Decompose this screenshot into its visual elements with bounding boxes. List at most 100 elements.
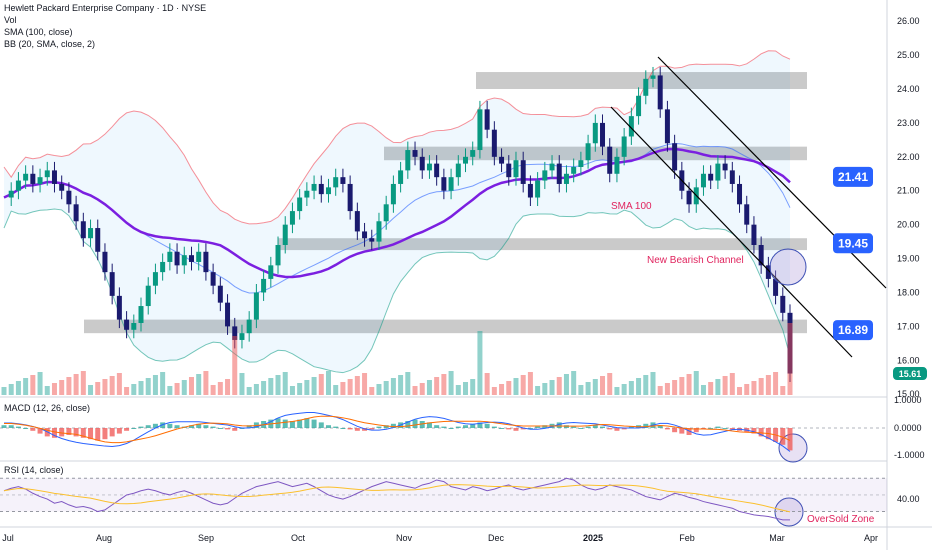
candle-body bbox=[95, 228, 101, 252]
candle-body bbox=[23, 173, 29, 181]
candle-body bbox=[390, 183, 396, 205]
candle-body bbox=[563, 173, 569, 184]
volume-bar bbox=[51, 383, 57, 395]
candle-body bbox=[347, 183, 353, 212]
volume-bar bbox=[520, 375, 526, 395]
candle-body bbox=[686, 190, 692, 205]
volume-bar bbox=[715, 379, 721, 395]
candle-body bbox=[30, 173, 36, 184]
volume-bar bbox=[679, 377, 685, 395]
candle-body bbox=[8, 190, 14, 198]
volume-bar bbox=[441, 374, 447, 395]
macd-histogram-bar bbox=[59, 428, 65, 437]
macd-histogram-bar bbox=[325, 425, 331, 428]
volume-bar bbox=[535, 386, 541, 395]
volume-bar bbox=[15, 381, 21, 395]
macd-histogram-bar bbox=[592, 425, 598, 428]
candle-body bbox=[700, 173, 706, 188]
volume-bar bbox=[318, 374, 324, 395]
macd-histogram-bar bbox=[448, 428, 454, 429]
volume-bar bbox=[297, 383, 303, 395]
candle-body bbox=[607, 146, 613, 174]
volume-bar bbox=[636, 378, 642, 395]
volume-bar bbox=[1, 387, 7, 395]
price-tick-label: 20.00 bbox=[897, 220, 920, 230]
macd-histogram-bar bbox=[751, 428, 757, 434]
candle-body bbox=[448, 177, 454, 191]
volume-bar bbox=[217, 382, 223, 395]
macd-histogram-bar bbox=[470, 423, 476, 428]
macd-histogram-bar bbox=[354, 428, 360, 431]
volume-bar bbox=[470, 379, 476, 395]
legend-vol: Vol bbox=[4, 15, 17, 25]
candle-body bbox=[318, 183, 324, 195]
bearish-channel-lower-line bbox=[610, 106, 853, 358]
candle-body bbox=[455, 163, 461, 178]
time-axis-label: 2025 bbox=[583, 533, 603, 543]
candle-body bbox=[116, 295, 122, 320]
macd-histogram-bar bbox=[196, 423, 202, 428]
volume-bar bbox=[203, 371, 209, 395]
volume-bar bbox=[289, 386, 295, 395]
volume-bar bbox=[80, 371, 86, 395]
bollinger-upper-line bbox=[3, 50, 791, 225]
macd-histogram-bar bbox=[405, 421, 411, 428]
volume-bar bbox=[196, 374, 202, 395]
volume-bar bbox=[398, 375, 404, 395]
candle-body bbox=[181, 255, 187, 266]
macd-histogram-bar bbox=[434, 425, 440, 428]
volume-bar bbox=[73, 374, 79, 395]
macd-histogram-bar bbox=[664, 428, 670, 430]
macd-histogram-bar bbox=[160, 422, 166, 428]
macd-histogram-bar bbox=[102, 428, 108, 440]
price-tick-label: 15.00 bbox=[897, 389, 920, 399]
price-tick-label: 18.00 bbox=[897, 287, 920, 297]
price-tick-label: 22.00 bbox=[897, 152, 920, 162]
candle-body bbox=[405, 150, 411, 171]
candle-body bbox=[484, 109, 490, 130]
volume-bar bbox=[131, 384, 137, 395]
volume-bar bbox=[160, 372, 166, 395]
support-resistance-zone bbox=[278, 238, 807, 251]
candle-body bbox=[225, 302, 231, 327]
macd-histogram-bar bbox=[225, 428, 231, 430]
candle-body bbox=[780, 295, 786, 313]
volume-bar bbox=[686, 374, 692, 395]
candle-body bbox=[217, 285, 223, 303]
macd-histogram-bar bbox=[708, 428, 714, 429]
macd-histogram-bar bbox=[477, 422, 483, 428]
volume-bar bbox=[333, 385, 339, 395]
candle-body bbox=[80, 221, 86, 239]
rsi-ma-line bbox=[3, 484, 791, 513]
volume-bar bbox=[506, 381, 512, 395]
volume-bar bbox=[484, 373, 490, 395]
macd-histogram-bar bbox=[246, 425, 252, 428]
macd-histogram-bar bbox=[369, 428, 375, 430]
candle-body bbox=[477, 109, 483, 151]
candle-body bbox=[275, 245, 281, 266]
macd-histogram-bar bbox=[455, 426, 461, 428]
time-axis-label: Jul bbox=[2, 533, 14, 543]
macd-histogram-bar bbox=[571, 426, 577, 428]
volume-bar bbox=[607, 373, 613, 395]
volume-bar bbox=[744, 384, 750, 395]
volume-bar bbox=[304, 380, 310, 395]
volume-bar bbox=[434, 377, 440, 395]
macd-histogram-bar bbox=[412, 419, 418, 428]
volume-bar bbox=[282, 372, 288, 395]
macd-histogram-bar bbox=[289, 421, 295, 428]
rsi-label: RSI (14, close) bbox=[4, 465, 64, 475]
candle-body bbox=[773, 278, 779, 296]
price-tick-label: 19.00 bbox=[897, 254, 920, 264]
channel-annotation: New Bearish Channel bbox=[647, 255, 744, 266]
volume-bar bbox=[23, 378, 29, 395]
volume-bar bbox=[585, 382, 591, 395]
volume-bar bbox=[116, 373, 122, 395]
macd-histogram-bar bbox=[506, 428, 512, 430]
macd-histogram-bar bbox=[585, 426, 591, 428]
legend-sma: SMA (100, close) bbox=[4, 27, 73, 37]
candle-body bbox=[282, 224, 288, 245]
macd-histogram-bar bbox=[628, 426, 634, 428]
